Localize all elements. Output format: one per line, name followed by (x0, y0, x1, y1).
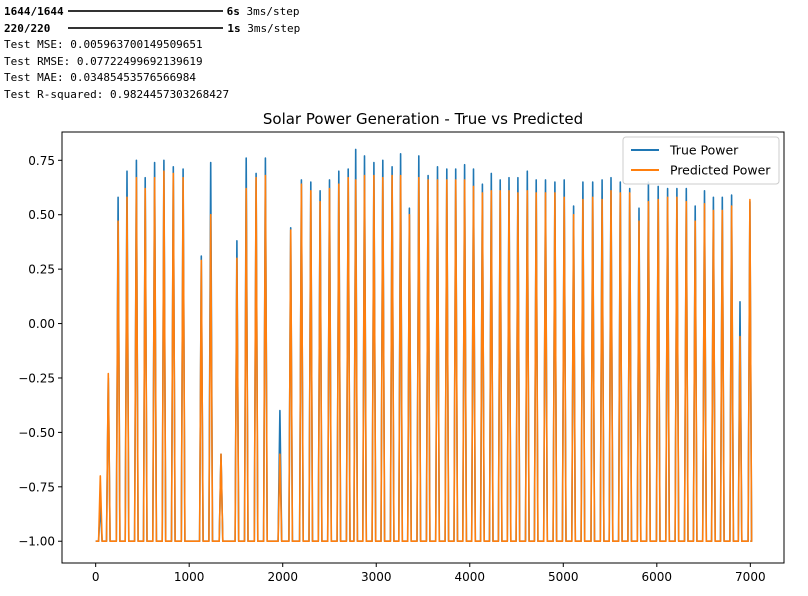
metric-rmse: Test RMSE: 0.07722499692139619 (4, 54, 203, 68)
x-tick-label: 3000 (361, 570, 392, 584)
x-tick-label: 5000 (548, 570, 579, 584)
console-output: 1644/1644 6s 3ms/step 220/220 1s 3ms/step Te… (4, 4, 300, 104)
legend: True Power Predicted Power (622, 136, 780, 185)
y-tick-label: −1.00 (18, 535, 55, 549)
progress-bar (68, 26, 224, 29)
progress-step: 1644/1644 (4, 5, 64, 18)
x-tick-label: 2000 (267, 570, 298, 584)
y-tick-label: 0.75 (28, 154, 55, 168)
x-tick-label: 4000 (454, 570, 485, 584)
y-tick-label: −0.25 (18, 371, 55, 385)
x-tick-label: 1000 (174, 570, 205, 584)
x-tick-label: 0 (92, 570, 100, 584)
series-line-predicted-power (95, 170, 753, 542)
plot-frame (61, 131, 785, 564)
y-tick-label: 0.25 (28, 263, 55, 277)
y-tick-label: −0.50 (18, 426, 55, 440)
progress-elapsed: 6s (226, 5, 240, 18)
metric-mse: Test MSE: 0.005963700149509651 (4, 38, 203, 52)
line-chart: Solar Power Generation - True vs Predict… (18, 110, 785, 584)
y-tick-label: 0.00 (28, 317, 55, 331)
progress-line: 220/220 1s 3ms/step (4, 21, 300, 38)
legend-label-true-power: True Power (669, 143, 739, 158)
y-tick-label: 0.50 (28, 208, 55, 222)
y-tick-label: −0.75 (18, 480, 55, 494)
progress-bar (67, 10, 223, 12)
x-tick-label: 7000 (735, 570, 766, 584)
legend-label-predicted-power: Predicted Power (670, 163, 771, 178)
series-line-true-power (95, 148, 753, 542)
y-axis: −1.00 −0.75 −0.50 −0.25 0.00 0.25 0.50 0.75 (18, 154, 62, 549)
metric-r-squared: Test R-squared: 0.9824457303268427 (4, 87, 230, 101)
x-axis: 0 1000 2000 3000 4000 5000 6000 7000 (92, 563, 766, 584)
progress-elapsed: 1s (227, 21, 241, 35)
plot-area (95, 148, 753, 542)
x-tick-label: 6000 (642, 570, 673, 584)
chart-title: Solar Power Generation - True vs Predict… (263, 110, 583, 128)
metric-mae: Test MAE: 0.03485453576566984 (4, 71, 197, 85)
progress-line: 1644/1644 6s 3ms/step (4, 4, 300, 21)
progress-rate: 3ms/step (246, 5, 300, 18)
progress-rate: 3ms/step (247, 21, 301, 35)
legend-box (622, 136, 780, 185)
progress-step: 220/220 (4, 21, 51, 35)
